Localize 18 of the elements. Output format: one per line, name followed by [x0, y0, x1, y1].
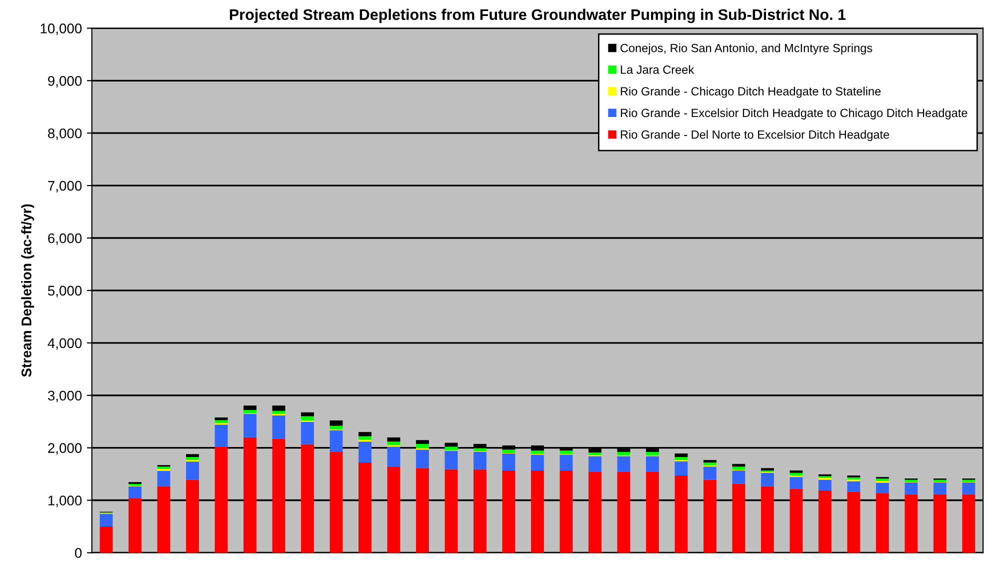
y-tick-label: 2,000	[48, 443, 82, 455]
y-tick-label: 6,000	[48, 233, 82, 245]
legend-label: La Jara Creek	[620, 65, 694, 74]
y-tick-label: 9,000	[48, 76, 82, 88]
y-tick-label: 5,000	[48, 286, 82, 298]
y-tick-label: 1,000	[48, 496, 82, 508]
y-tick-label: 8,000	[48, 128, 82, 140]
legend-label: Rio Grande - Del Norte to Excelsior Ditch Headgate	[620, 130, 890, 142]
legend-label: Rio Grande - Chicago Ditch Headgate to Stateline	[620, 86, 881, 98]
legend-label: Rio Grande - Excelsior Ditch Headgate to Chicago Ditch Headgate	[620, 108, 968, 120]
y-tick-label: 7,000	[48, 180, 82, 192]
legend-label: Conejos, Rio San Antonio, and McIntyre Springs	[620, 44, 872, 55]
y-axis-title: Stream Depletion (ac-ft/yr)	[21, 204, 34, 377]
y-tick-label: 0	[74, 548, 82, 558]
y-tick-label: 10,000	[40, 24, 82, 36]
chart-title: Projected Stream Depletions from Future Groundwater Pumping in Sub-District No. 1	[230, 8, 846, 24]
y-tick-label: 3,000	[48, 390, 82, 402]
y-tick-label: 4,000	[48, 338, 82, 350]
